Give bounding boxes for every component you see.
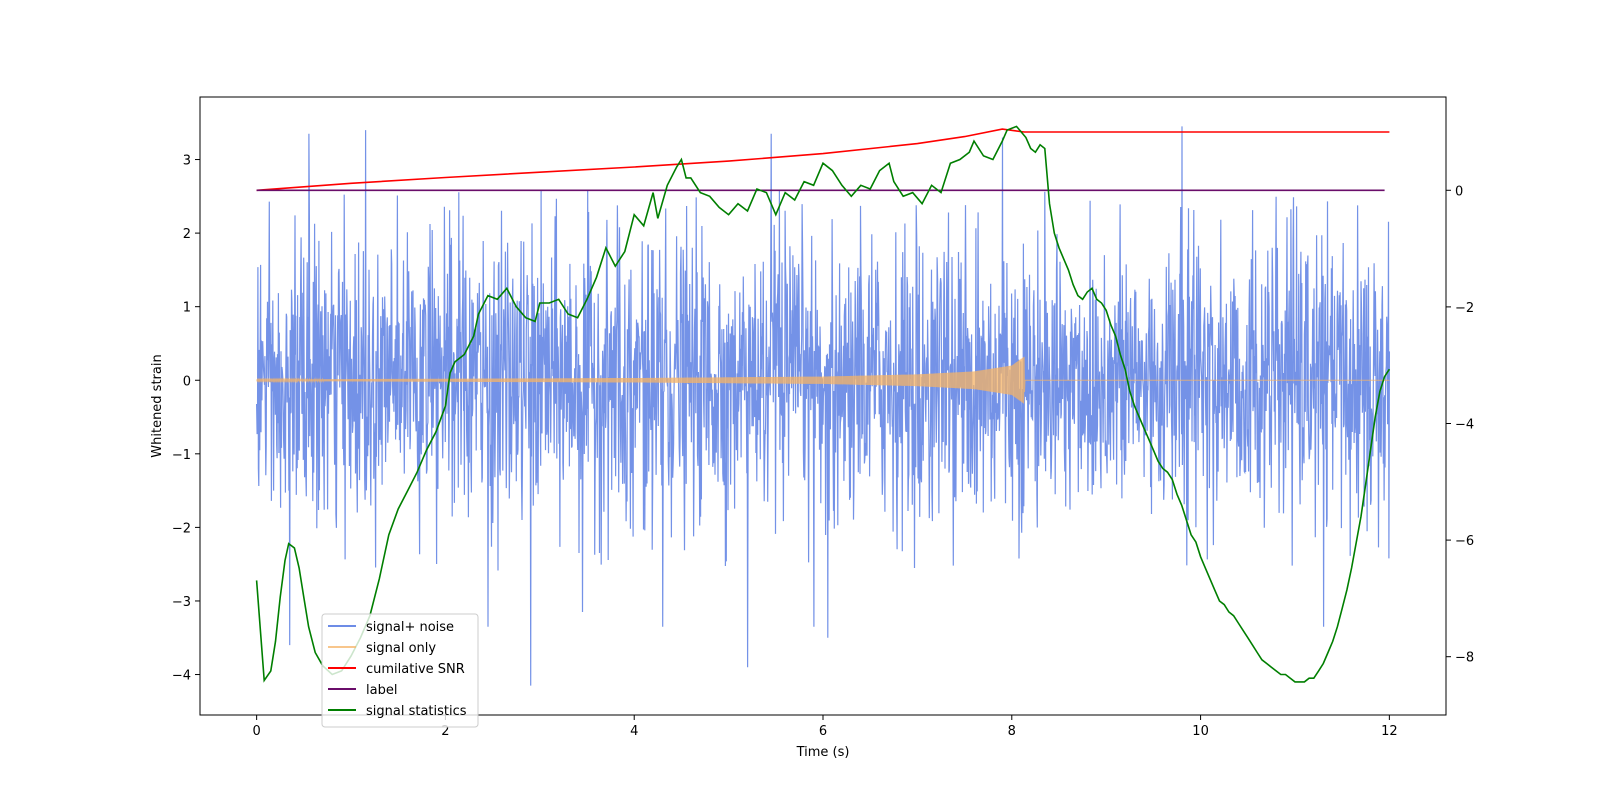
- x-tick-label: 10: [1192, 724, 1209, 739]
- legend-label: cumilative SNR: [366, 662, 465, 677]
- series-layer: [255, 125, 1391, 686]
- y2-tick-label: 0: [1455, 184, 1463, 199]
- legend-label: label: [366, 683, 397, 698]
- legend-box: [321, 613, 479, 728]
- series-cumilative-snr: [256, 128, 1390, 192]
- y-tick-label: 3: [183, 154, 191, 169]
- series-signal-statistics: [255, 125, 1391, 683]
- y-axis-label: Whitened strain: [150, 354, 165, 457]
- y-tick-label: −4: [172, 669, 191, 684]
- x-axis-label: Time (s): [796, 745, 850, 760]
- y2-tick-label: −2: [1455, 301, 1474, 316]
- y-tick-label: 1: [183, 301, 191, 316]
- legend-label: signal statistics: [366, 704, 467, 719]
- x-tick-label: 4: [630, 724, 638, 739]
- y2-axis-ticks: −8 −6 −4 −2 0: [1446, 184, 1474, 666]
- y-tick-label: −1: [172, 448, 191, 463]
- legend-entry-signal-statistics: signal statistics: [328, 704, 467, 719]
- y-axis-ticks: −4 −3 −2 −1 0 1 2 3: [172, 154, 200, 684]
- x-tick-label: 12: [1381, 724, 1398, 739]
- legend: signal+ noise signal only cumilative SNR la…: [321, 613, 479, 728]
- legend-label: signal only: [366, 641, 436, 656]
- legend-entry-signal-only: signal only: [328, 641, 436, 656]
- y-tick-label: −3: [172, 595, 191, 610]
- x-axis-ticks: 0 2 4 6 8 10 12: [252, 715, 1398, 739]
- y2-tick-label: −6: [1455, 534, 1474, 549]
- y2-tick-label: −8: [1455, 651, 1474, 666]
- y-tick-label: −2: [172, 521, 191, 536]
- legend-label: signal+ noise: [366, 620, 454, 635]
- x-tick-label: 2: [441, 724, 449, 739]
- x-tick-label: 0: [252, 724, 260, 739]
- y-tick-label: 0: [183, 374, 191, 389]
- series-signal-only: [256, 356, 1390, 404]
- y-tick-label: 2: [183, 227, 191, 242]
- x-tick-label: 6: [819, 724, 827, 739]
- x-tick-label: 8: [1008, 724, 1016, 739]
- y2-tick-label: −4: [1455, 417, 1474, 432]
- legend-entry-cumilative-snr: cumilative SNR: [328, 662, 465, 677]
- legend-entry-signal-noise: signal+ noise: [328, 620, 454, 635]
- legend-entry-label: label: [328, 683, 397, 698]
